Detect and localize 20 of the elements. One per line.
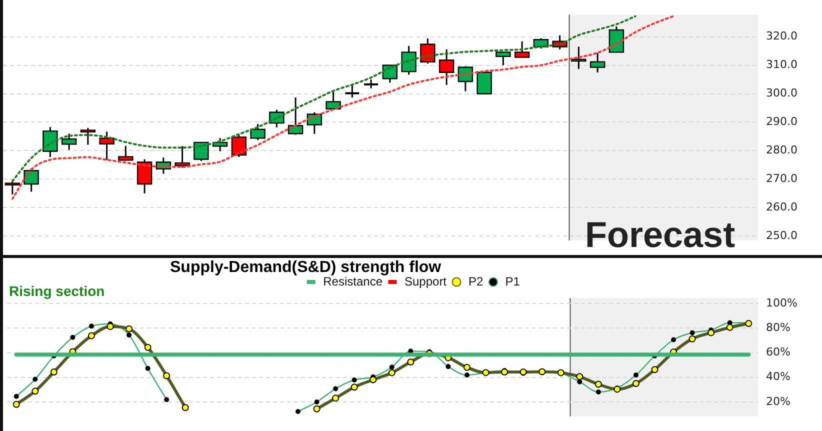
y-tick-label: 60%	[766, 346, 790, 359]
legend-label: Support	[404, 274, 448, 288]
y-tick-label: 280.0	[766, 144, 798, 157]
y-tick-label: 300.0	[766, 86, 798, 100]
y-tick-label: 270.0	[766, 172, 798, 186]
chart-title: Supply-Demand(S&D) strength flow	[170, 259, 442, 276]
y-tick-label: 320.0	[766, 30, 798, 43]
legend-label: P2	[468, 274, 484, 288]
y-tick-label: 100%	[766, 296, 798, 310]
y-tick-label: 20%	[766, 394, 790, 408]
legend-label: P1	[505, 274, 520, 288]
legend-label: Resistance	[323, 274, 383, 288]
y-tick-label: 40%	[766, 370, 790, 384]
y-tick-label: 260.0	[766, 200, 798, 214]
y-tick-label: 290.0	[766, 115, 798, 128]
y-tick-label: 310.0	[766, 58, 798, 72]
y-tick-label: 80%	[766, 321, 790, 334]
annotation: Forecast	[585, 214, 736, 256]
annotation: Rising section	[9, 283, 105, 299]
y-tick-label: 250.0	[766, 228, 798, 242]
